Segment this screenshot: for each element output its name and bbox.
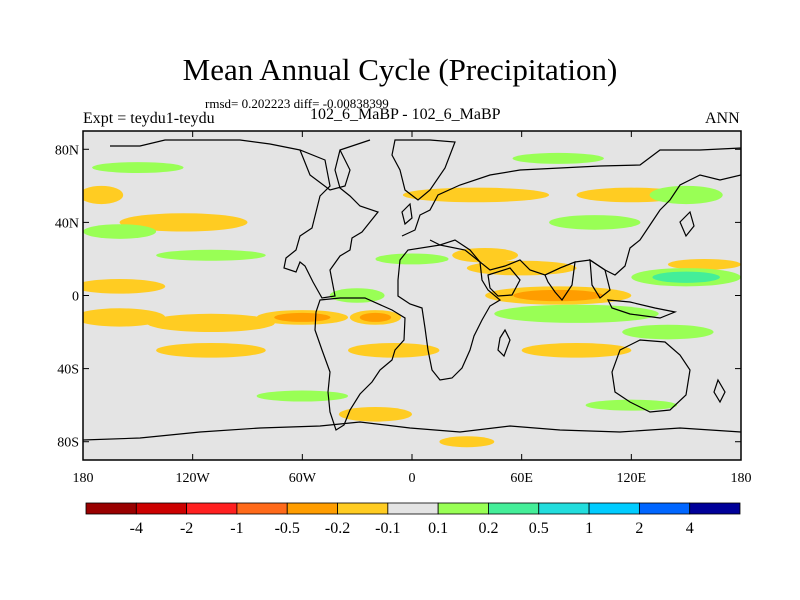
anomaly-region [156,249,266,261]
y-tick-marks [83,148,741,443]
stats-text: rmsd= 0.202223 diff= -0.00838399 [205,96,389,111]
colorbar-label: 0.2 [478,520,498,537]
colorbar-swatch [437,502,489,515]
x-tick-label: 120W [176,471,211,486]
coastline-north-america [110,139,380,299]
colorbar-swatch [135,502,188,515]
coastline-new-zealand [713,378,726,404]
y-tick-label: 80S [57,436,79,451]
colorbar-label: -4 [130,520,143,537]
coastline-africa [397,244,502,381]
colorbar-swatch [236,502,288,515]
colorbar-swatch [286,502,338,515]
colorbar-label: 0.1 [428,520,448,537]
coastline-japan [679,210,695,238]
colorbar-label: -1 [230,520,243,537]
colorbar-swatch [638,502,691,515]
coastline-antarctica [83,421,741,441]
colorbar-label: -0.2 [325,520,350,537]
y-tick-label: 40S [57,363,79,378]
anomaly-region [146,313,275,333]
x-tick-label: 60W [289,471,317,486]
anomaly-region [402,187,550,203]
anomaly-region [156,343,266,358]
colorbar-label: -0.1 [375,520,400,537]
x-tick-label: 0 [409,471,416,486]
colorbar-label: -0.5 [275,520,300,537]
anomaly-region [256,390,349,402]
coastline-southeast-asia [589,258,611,299]
colorbar-swatch [588,502,640,515]
coastline-uk [401,202,413,226]
colorbar-label: 0.5 [529,520,549,537]
coastline-india [544,261,576,301]
colorbar-swatch [689,502,741,515]
anomaly-region [452,247,519,263]
experiment-label: Expt = teydu1-teydu [83,110,215,127]
colorbar-label: 1 [585,520,593,537]
y-tick-labels: 80N 40N 0 40S 80S [55,143,79,450]
coastline-australia [611,339,691,413]
anomaly-region [549,215,641,230]
y-tick-label: 0 [72,290,79,305]
anomaly-region [83,308,166,327]
colorbar-label: 4 [686,520,694,537]
anomaly-region [585,399,678,411]
anomaly-region [92,162,184,174]
anomaly-region [652,271,720,283]
anomaly-region [274,312,331,322]
coastline-eurasia [401,147,741,276]
anomaly-region [494,304,659,323]
colorbar-swatch [387,502,439,515]
anomaly-region [512,152,604,164]
coastline-arabia [487,267,521,297]
anomaly-region [439,436,495,448]
colorbar-label: 2 [635,520,643,537]
colorbar-swatch [85,502,137,515]
colorbar-labels: -4 -2 -1 -0.5 -0.2 -0.1 0.1 0.2 0.5 1 2 4 [130,520,694,537]
x-tick-marks [82,131,742,460]
anomaly-region [375,253,449,265]
anomaly-region [359,312,392,322]
coastline-greenland [391,139,456,201]
anomaly-region [348,343,440,358]
anomaly-region [649,185,723,205]
colorbar-swatch [538,502,590,515]
anomaly-region [338,406,413,422]
coastline-madagascar [497,328,511,358]
y-tick-label: 40N [55,216,79,231]
anomaly-region [83,185,124,205]
anomaly-region [119,213,248,232]
chart-title: Mean Annual Cycle (Precipitation) [182,52,618,87]
x-tick-labels: 180 120W 60W 0 60E 120E 180 [73,471,752,486]
anomaly-region [622,324,714,340]
anomaly-region [466,260,577,276]
colorbar-label: -2 [180,520,193,537]
chart-subtitle: 102_6_MaBP - 102_6_MaBP [310,106,501,123]
x-tick-label: 180 [73,471,94,486]
anomaly-regions [83,152,741,448]
anomaly-region [83,279,166,294]
coastline-hudson-bay [299,149,351,191]
colorbar-swatch [488,502,540,515]
x-tick-label: 60E [510,471,533,486]
coastlines [83,139,741,441]
anomaly-region [521,343,632,358]
x-tick-label: 120E [617,471,647,486]
y-tick-label: 80N [55,143,79,158]
season-label: ANN [705,110,740,127]
x-tick-label: 180 [731,471,752,486]
plot-background [83,131,741,460]
anomaly-region [83,224,157,239]
anomaly-region [329,288,385,303]
anomaly-region [667,258,741,270]
coastline-south-america [314,297,406,431]
colorbar-swatch [186,502,238,515]
colorbar-swatch [337,502,389,515]
coastline-indonesia [606,299,678,319]
colorbar [85,502,741,515]
